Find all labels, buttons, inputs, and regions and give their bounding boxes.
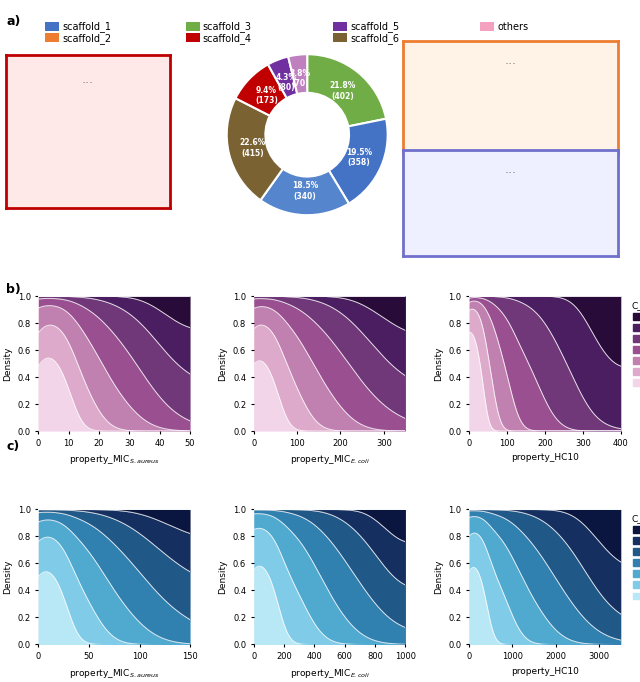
Text: scaffold_3: scaffold_3 bbox=[203, 21, 252, 32]
Text: ...: ... bbox=[504, 55, 516, 68]
Text: 9.4%
(173): 9.4% (173) bbox=[255, 86, 278, 105]
Text: c): c) bbox=[6, 440, 20, 453]
Legend: 5, 6, 7, 8, 9, 10, 11: 5, 6, 7, 8, 9, 10, 11 bbox=[628, 297, 640, 391]
Text: 22.6%
(415): 22.6% (415) bbox=[239, 138, 266, 158]
Text: scaffold_2: scaffold_2 bbox=[62, 33, 111, 44]
Text: ...: ... bbox=[82, 73, 94, 86]
X-axis label: property_MIC$_{S. aureus}$: property_MIC$_{S. aureus}$ bbox=[69, 667, 159, 680]
Text: a): a) bbox=[6, 15, 20, 28]
Wedge shape bbox=[236, 64, 287, 116]
X-axis label: property_MIC$_{E. coli}$: property_MIC$_{E. coli}$ bbox=[289, 667, 370, 680]
Text: scaffold_5: scaffold_5 bbox=[350, 21, 399, 32]
Y-axis label: Density: Density bbox=[218, 346, 227, 381]
Text: others: others bbox=[497, 22, 529, 31]
Y-axis label: Density: Density bbox=[218, 560, 227, 594]
X-axis label: property_MIC$_{E. coli}$: property_MIC$_{E. coli}$ bbox=[289, 454, 370, 466]
Wedge shape bbox=[329, 119, 388, 203]
Text: ...: ... bbox=[504, 163, 516, 176]
X-axis label: property_HC10: property_HC10 bbox=[511, 667, 579, 676]
Wedge shape bbox=[227, 98, 283, 201]
Text: 19.5%
(358): 19.5% (358) bbox=[346, 147, 372, 167]
Text: scaffold_1: scaffold_1 bbox=[62, 21, 111, 32]
Wedge shape bbox=[268, 57, 298, 98]
Wedge shape bbox=[288, 54, 307, 94]
Y-axis label: Density: Density bbox=[3, 346, 12, 381]
Y-axis label: Density: Density bbox=[434, 560, 443, 594]
Y-axis label: Density: Density bbox=[434, 346, 443, 381]
Text: 18.5%
(340): 18.5% (340) bbox=[292, 181, 318, 201]
Text: 4.3%
(80): 4.3% (80) bbox=[276, 72, 297, 92]
X-axis label: property_MIC$_{S. aureus}$: property_MIC$_{S. aureus}$ bbox=[69, 454, 159, 466]
Y-axis label: Density: Density bbox=[3, 560, 12, 594]
Text: 3.8%
(70): 3.8% (70) bbox=[290, 69, 311, 89]
Text: 21.8%
(402): 21.8% (402) bbox=[330, 81, 356, 101]
Wedge shape bbox=[307, 54, 386, 126]
Legend: 5, 6, 7, 8, 9, 10, 11: 5, 6, 7, 8, 9, 10, 11 bbox=[628, 511, 640, 604]
Text: scaffold_6: scaffold_6 bbox=[350, 33, 399, 44]
Text: scaffold_4: scaffold_4 bbox=[203, 33, 252, 44]
Wedge shape bbox=[260, 168, 349, 215]
Text: b): b) bbox=[6, 283, 21, 296]
X-axis label: property_HC10: property_HC10 bbox=[511, 454, 579, 462]
